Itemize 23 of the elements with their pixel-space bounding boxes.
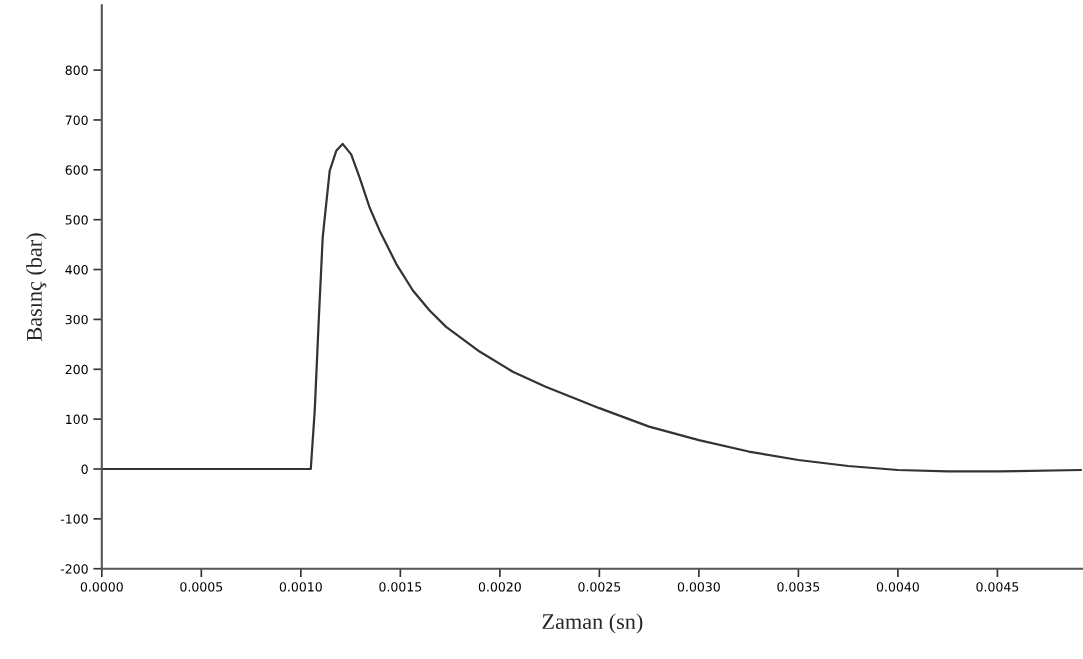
y-tick-label: 300 bbox=[65, 314, 88, 325]
x-tick-label: 0.0040 bbox=[876, 582, 919, 592]
y-tick-label: 800 bbox=[65, 65, 88, 76]
y-tick-label: 200 bbox=[65, 364, 88, 375]
x-axis-title: Zaman (sn) bbox=[542, 613, 643, 634]
y-tick-label: 700 bbox=[65, 115, 88, 125]
x-tick-label: 0.0000 bbox=[80, 582, 123, 592]
x-tick-label: 0.0030 bbox=[677, 582, 720, 592]
y-tick-label: 400 bbox=[65, 265, 88, 275]
x-tick-label: 0.0020 bbox=[478, 582, 521, 592]
x-tick-label: 0.0025 bbox=[578, 582, 621, 592]
y-tick-label: -100 bbox=[60, 514, 88, 524]
y-axis-title: Basınç (bar) bbox=[26, 233, 47, 341]
y-tick-label: 600 bbox=[65, 165, 88, 175]
x-tick-label: 0.0015 bbox=[379, 582, 422, 592]
y-tick-label: 500 bbox=[65, 215, 88, 225]
y-tick-label: 100 bbox=[66, 414, 88, 425]
y-tick-label: -200 bbox=[60, 564, 88, 574]
x-tick-label: 0.0035 bbox=[777, 582, 820, 592]
x-tick-label: 0.0045 bbox=[976, 582, 1019, 592]
x-tick-label: 0.0010 bbox=[279, 582, 322, 592]
y-tick-label: 0 bbox=[81, 464, 88, 474]
x-tick-label: 0.0005 bbox=[180, 582, 223, 592]
